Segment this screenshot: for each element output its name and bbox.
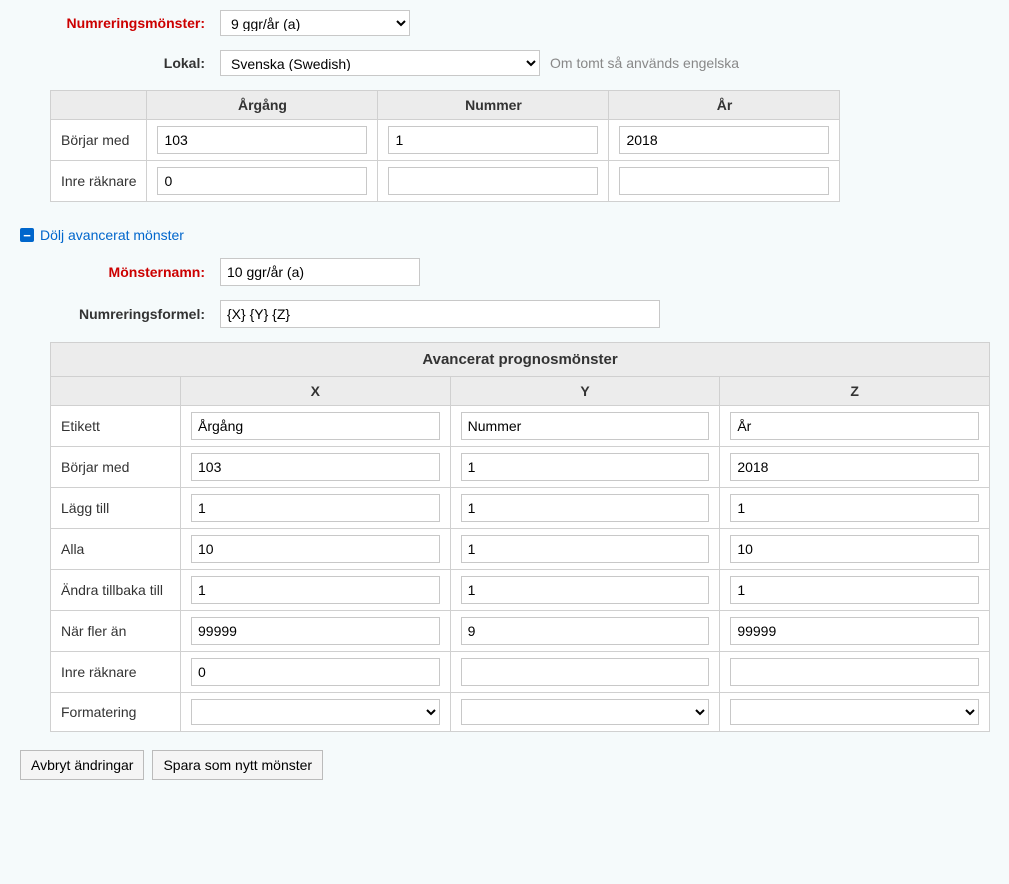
adv-input[interactable]	[461, 535, 710, 563]
adv-input[interactable]	[730, 494, 979, 522]
table-row: Inre räknare	[51, 161, 840, 202]
pattern-name-label: Mönsternamn:	[20, 264, 220, 280]
row-label: När fler än	[51, 611, 181, 652]
toggle-text: Dölj avancerat mönster	[40, 227, 184, 243]
table-row: Etikett	[51, 406, 990, 447]
formatting-select[interactable]	[191, 699, 440, 725]
table-row: Ändra tillbaka till	[51, 570, 990, 611]
start-ar-input[interactable]	[619, 126, 829, 154]
advanced-caption: Avancerat prognosmönster	[51, 343, 990, 377]
pattern-name-input[interactable]	[220, 258, 420, 286]
inner-ar-input[interactable]	[619, 167, 829, 195]
toggle-advanced-link[interactable]: − Dölj avancerat mönster	[20, 227, 989, 243]
col-y: Y	[450, 377, 720, 406]
row-label: Inre räknare	[51, 161, 147, 202]
inner-argang-input[interactable]	[157, 167, 367, 195]
adv-input[interactable]	[191, 535, 440, 563]
advanced-pattern-table: Avancerat prognosmönster X Y Z EtikettBö…	[50, 342, 990, 732]
numbering-formula-input[interactable]	[220, 300, 660, 328]
adv-input[interactable]	[191, 453, 440, 481]
table-row: Börjar med	[51, 447, 990, 488]
table-row: Alla	[51, 529, 990, 570]
save-button[interactable]: Spara som nytt mönster	[152, 750, 323, 780]
col-z: Z	[720, 377, 990, 406]
row-label: Etikett	[51, 406, 181, 447]
table-row: Börjar med	[51, 120, 840, 161]
formatting-select[interactable]	[730, 699, 979, 725]
table-row: Inre räknare	[51, 652, 990, 693]
col-ar: År	[609, 91, 840, 120]
col-nummer: Nummer	[378, 91, 609, 120]
adv-input[interactable]	[191, 412, 440, 440]
adv-input[interactable]	[730, 453, 979, 481]
table-row: När fler än	[51, 611, 990, 652]
starting-values-table: Årgång Nummer År Börjar med Inre räknare	[50, 90, 840, 202]
table-row: Lägg till	[51, 488, 990, 529]
formatting-select[interactable]	[461, 699, 710, 725]
adv-input[interactable]	[461, 617, 710, 645]
adv-input[interactable]	[191, 658, 440, 686]
col-x: X	[181, 377, 451, 406]
adv-input[interactable]	[461, 576, 710, 604]
adv-input[interactable]	[730, 617, 979, 645]
minus-icon: −	[20, 228, 34, 242]
locale-hint: Om tomt så används engelska	[550, 55, 739, 71]
locale-label: Lokal:	[20, 55, 220, 71]
col-argang: Årgång	[147, 91, 378, 120]
numbering-formula-label: Numreringsformel:	[20, 306, 220, 322]
locale-select[interactable]: Svenska (Swedish)	[220, 50, 540, 76]
row-label: Börjar med	[51, 120, 147, 161]
adv-input[interactable]	[730, 535, 979, 563]
numbering-pattern-select[interactable]: 9 ggr/år (a)	[220, 10, 410, 36]
adv-input[interactable]	[191, 494, 440, 522]
table-corner	[51, 91, 147, 120]
adv-input[interactable]	[461, 658, 710, 686]
inner-nummer-input[interactable]	[388, 167, 598, 195]
numbering-pattern-label: Numreringsmönster:	[20, 15, 220, 31]
adv-input[interactable]	[730, 658, 979, 686]
row-label: Alla	[51, 529, 181, 570]
start-nummer-input[interactable]	[388, 126, 598, 154]
row-label: Ändra tillbaka till	[51, 570, 181, 611]
row-label: Formatering	[51, 693, 181, 732]
adv-input[interactable]	[191, 617, 440, 645]
adv-input[interactable]	[730, 412, 979, 440]
adv-input[interactable]	[730, 576, 979, 604]
table-corner	[51, 377, 181, 406]
start-argang-input[interactable]	[157, 126, 367, 154]
row-label: Inre räknare	[51, 652, 181, 693]
table-row: Formatering	[51, 693, 990, 732]
adv-input[interactable]	[191, 576, 440, 604]
row-label: Börjar med	[51, 447, 181, 488]
adv-input[interactable]	[461, 412, 710, 440]
row-label: Lägg till	[51, 488, 181, 529]
adv-input[interactable]	[461, 494, 710, 522]
adv-input[interactable]	[461, 453, 710, 481]
cancel-button[interactable]: Avbryt ändringar	[20, 750, 144, 780]
